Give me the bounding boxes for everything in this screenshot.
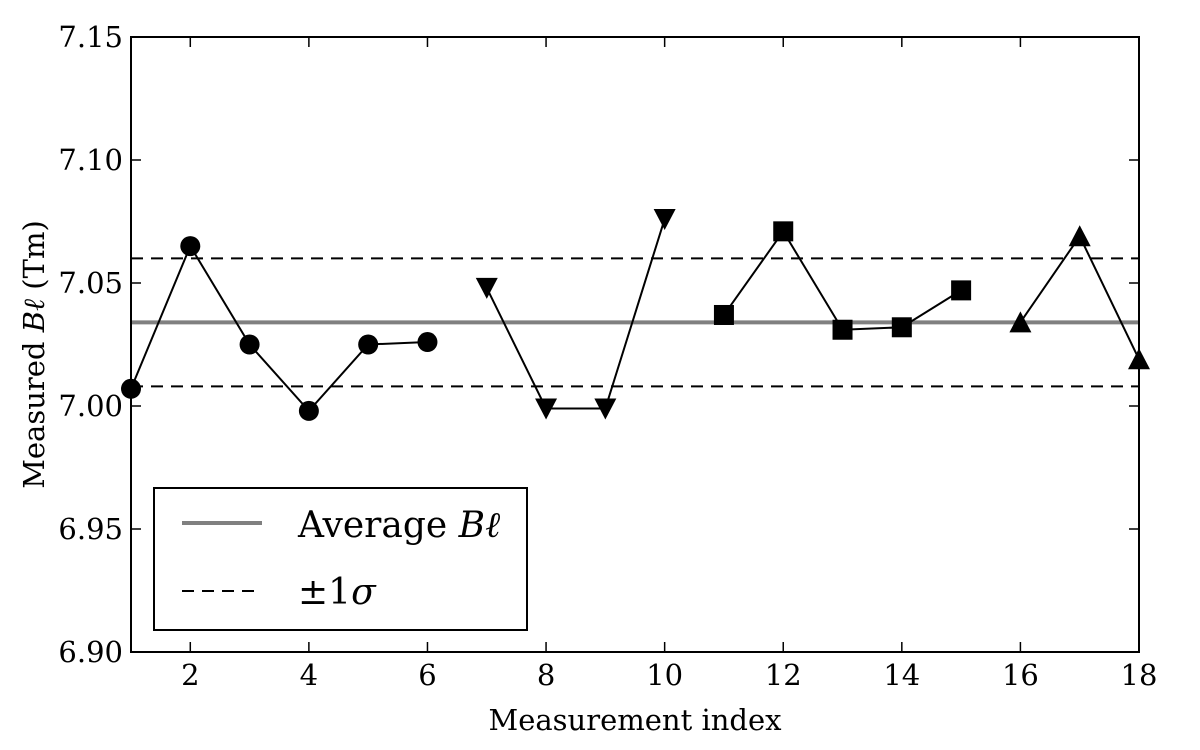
x-axis-label: Measurement index — [489, 703, 782, 737]
data-point-circle — [180, 236, 201, 257]
data-point-circle — [417, 332, 438, 353]
x-tick-label: 18 — [1121, 658, 1158, 692]
data-series — [121, 209, 1150, 421]
y-tick-label: 7.05 — [58, 266, 123, 300]
y-axis-label-symbol: Bℓ — [17, 299, 51, 333]
x-tick-label: 12 — [765, 658, 802, 692]
legend-box — [153, 487, 528, 631]
plot-frame — [130, 36, 1140, 653]
x-tick-label: 4 — [300, 658, 318, 692]
series-line-3 — [1019, 234, 1140, 360]
series-line-1 — [485, 218, 666, 410]
y-tick-label: 7.10 — [58, 143, 123, 177]
legend-label-sigma: ±1σ — [298, 572, 377, 613]
y-tick-label: 6.95 — [58, 512, 123, 546]
data-point-triangle-up — [1009, 311, 1032, 333]
y-tick-label: 7.00 — [58, 389, 123, 423]
data-point-triangle-down — [594, 398, 617, 420]
x-tick-label: 2 — [181, 658, 199, 692]
y-axis-label: Measured Bℓ (Tm) — [17, 220, 51, 489]
x-tick-label: 16 — [1002, 658, 1039, 692]
data-point-square — [951, 280, 972, 301]
data-point-triangle-up — [1068, 225, 1091, 247]
legend: Average Bℓ ±1σ — [153, 487, 528, 631]
legend-label-sigma-text: ±1 — [298, 572, 351, 613]
y-axis-label-prefix: Measured — [17, 332, 51, 489]
legend-label-average: Average Bℓ — [297, 505, 500, 546]
x-tick-label: 14 — [883, 658, 920, 692]
data-point-square — [891, 317, 912, 338]
data-point-triangle-down — [475, 277, 498, 299]
x-tick-label: 10 — [646, 658, 683, 692]
data-point-triangle-down — [653, 209, 676, 231]
x-tick-label: 6 — [418, 658, 436, 692]
reference-lines — [131, 257, 1139, 388]
axis-ticks: 2 4 6 8 10 12 14 16 18 6.90 6.95 7.00 7.05 7.10 7.15 — [58, 20, 1157, 692]
legend-label-average-symbol: Bℓ — [458, 505, 500, 546]
data-point-circle — [358, 334, 379, 355]
y-tick-label: 6.90 — [58, 635, 123, 669]
data-point-square — [832, 319, 853, 340]
data-point-triangle-down — [535, 398, 558, 420]
data-point-square — [713, 304, 734, 325]
data-point-square — [773, 221, 794, 242]
data-point-circle — [239, 334, 260, 355]
x-tick-label: 8 — [537, 658, 555, 692]
legend-label-average-text: Average — [297, 505, 459, 546]
data-point-circle — [298, 400, 319, 421]
y-tick-label: 7.15 — [58, 20, 123, 54]
y-axis-label-suffix: (Tm) — [17, 220, 51, 299]
legend-label-sigma-symbol: σ — [351, 572, 377, 613]
series-line-2 — [723, 229, 962, 331]
